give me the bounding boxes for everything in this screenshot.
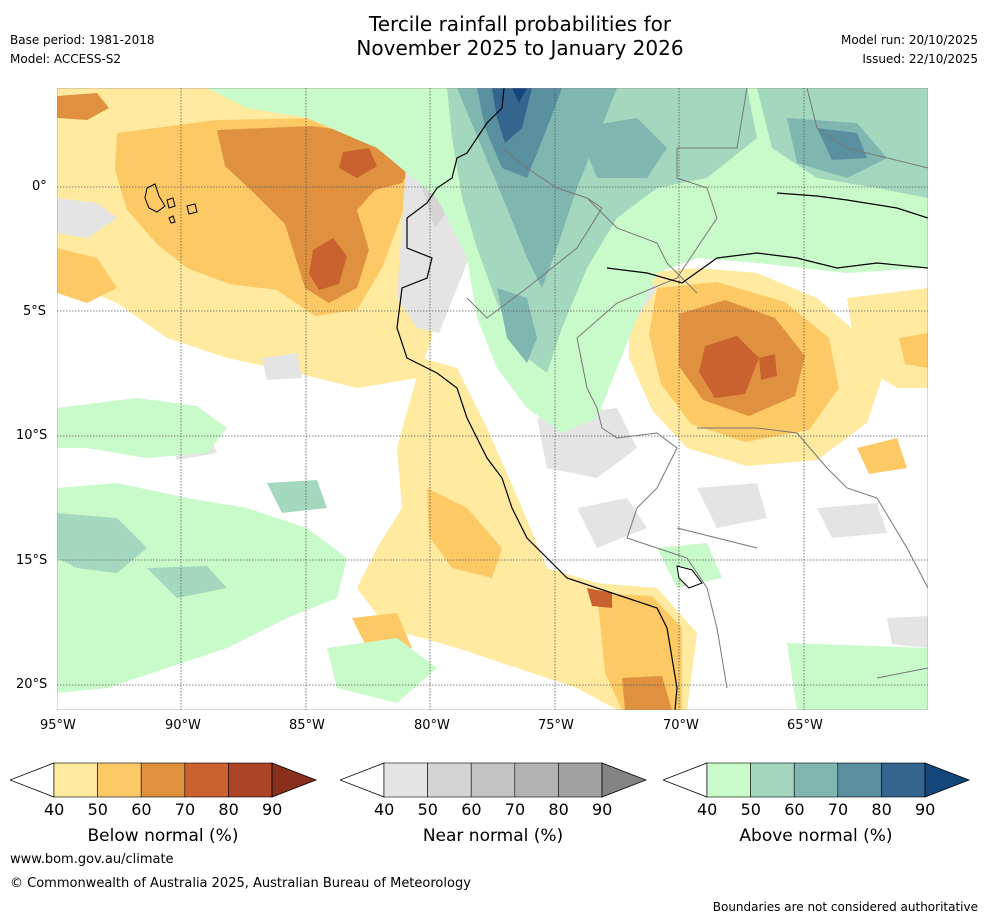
footer-url[interactable]: www.bom.gov.au/climate — [10, 852, 174, 867]
y-tick-4: 20°S — [16, 677, 48, 692]
near-colorbar-tick: 80 — [548, 800, 569, 819]
coastline — [396, 88, 928, 710]
below-colorbar-title: Below normal (%) — [87, 826, 239, 846]
below-colorbar-segment — [140, 762, 186, 798]
near-colorbar-tick: 90 — [592, 800, 613, 819]
footer-disclaimer: Boundaries are not considered authoritat… — [712, 900, 978, 914]
title-line-2: November 2025 to January 2026 — [356, 36, 684, 60]
below-colorbar-segment — [184, 762, 229, 798]
below-colorbar-segment — [53, 762, 98, 798]
below-colorbar — [10, 762, 318, 798]
below-colorbar-segment — [97, 762, 142, 798]
x-tick-2: 85°W — [289, 718, 325, 733]
title-line-1: Tercile rainfall probabilities for — [368, 12, 672, 36]
near-colorbar-tick: 60 — [461, 800, 482, 819]
footer-copyright: © Commonwealth of Australia 2025, Austra… — [10, 876, 471, 891]
above-colorbar-segment — [793, 762, 839, 798]
model-run: Model run: 20/10/2025 — [840, 33, 978, 47]
rainfall-map — [57, 88, 928, 710]
above-colorbar-tick: 90 — [915, 800, 936, 819]
x-tick-5: 70°W — [663, 718, 699, 733]
near-colorbar-segment — [383, 762, 428, 798]
x-tick-3: 80°W — [414, 718, 450, 733]
near-colorbar-segment — [514, 762, 559, 798]
above-colorbar-segment — [881, 762, 926, 798]
above-colorbar — [663, 762, 971, 798]
below-colorbar-tick: 90 — [262, 800, 283, 819]
below-colorbar-tick: 40 — [44, 800, 65, 819]
near-colorbar-segment — [558, 762, 603, 798]
below-colorbar-segment — [228, 762, 273, 798]
above-colorbar-tick: 50 — [740, 800, 761, 819]
below-colorbar-tick: 70 — [174, 800, 196, 819]
below-normal-region-coast — [352, 358, 697, 710]
base-period: Base period: 1981-2018 — [10, 33, 155, 47]
above-colorbar-title: Above normal (%) — [739, 826, 893, 846]
near-colorbar — [340, 762, 648, 798]
y-tick-3: 15°S — [16, 553, 48, 568]
page-title: Tercile rainfall probabilities for Novem… — [0, 12, 988, 60]
x-tick-6: 65°W — [787, 718, 823, 733]
y-tick-1: 5°S — [23, 304, 47, 319]
above-colorbar-high-extend — [924, 762, 971, 798]
x-tick-0: 95°W — [40, 718, 76, 733]
y-tick-2: 10°S — [16, 428, 48, 443]
above-colorbar-tick: 60 — [784, 800, 805, 819]
galapagos-islands — [144, 183, 198, 224]
above-colorbar-segment — [837, 762, 882, 798]
near-colorbar-segment — [470, 762, 516, 798]
below-colorbar-tick: 60 — [131, 800, 152, 819]
y-tick-0: 0° — [32, 179, 47, 194]
near-colorbar-high-extend — [601, 762, 648, 798]
above-colorbar-tick: 80 — [871, 800, 892, 819]
issued-date: Issued: 22/10/2025 — [862, 52, 978, 66]
above-colorbar-low-extend — [663, 762, 708, 798]
near-colorbar-tick: 70 — [504, 800, 526, 819]
model-name: Model: ACCESS-S2 — [10, 52, 122, 66]
above-normal-region-north — [207, 88, 928, 433]
below-normal-region-nw — [57, 88, 497, 388]
near-colorbar-segment — [427, 762, 472, 798]
above-colorbar-tick: 70 — [827, 800, 849, 819]
above-normal-region-south — [57, 398, 928, 710]
above-colorbar-tick: 40 — [697, 800, 718, 819]
above-colorbar-segment — [750, 762, 795, 798]
near-colorbar-low-extend — [340, 762, 385, 798]
above-colorbar-segment — [706, 762, 751, 798]
x-tick-4: 75°W — [538, 718, 574, 733]
below-colorbar-high-extend — [271, 762, 318, 798]
x-tick-1: 90°W — [165, 718, 201, 733]
below-colorbar-tick: 80 — [218, 800, 239, 819]
near-colorbar-tick: 40 — [374, 800, 395, 819]
near-colorbar-tick: 50 — [417, 800, 438, 819]
map-gridlines — [57, 88, 928, 710]
below-colorbar-tick: 50 — [87, 800, 108, 819]
below-normal-region-interior — [629, 268, 928, 474]
lake-titicaca — [676, 565, 703, 589]
below-colorbar-low-extend — [10, 762, 55, 798]
near-colorbar-title: Near normal (%) — [422, 826, 564, 846]
